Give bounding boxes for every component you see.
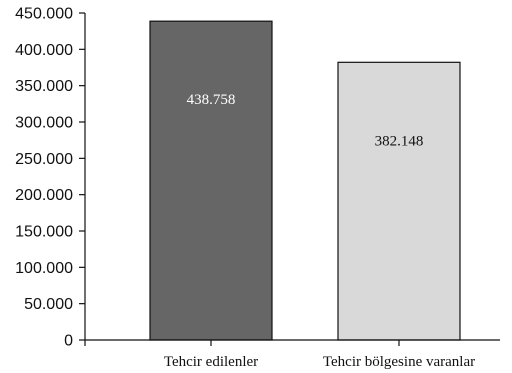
bar [337, 61, 461, 341]
y-tick-label: 250.000 [15, 151, 73, 168]
bars-group: 438.758 382.148 [149, 20, 461, 341]
y-tick-label: 50.000 [24, 296, 73, 313]
y-tick-label: 300.000 [15, 115, 73, 132]
y-tick-label: 400.000 [15, 42, 73, 59]
data-label: 438.758 [187, 92, 236, 108]
y-tick-label: 450.000 [15, 6, 73, 23]
y-tick-label: 100.000 [15, 260, 73, 277]
y-tick-label: 200.000 [15, 187, 73, 204]
data-label: 382.148 [375, 133, 424, 149]
bar [149, 20, 273, 341]
x-category-label: Tehcir edilenler [164, 354, 258, 370]
x-category-label: Tehcir bölgesine varanlar [323, 354, 475, 370]
y-tick-label: 350.000 [15, 78, 73, 95]
y-tick-label: 0 [64, 333, 73, 350]
x-axis: Tehcir edilenler Tehcir bölgesine varanla… [85, 339, 500, 370]
y-axis: 0 50.000 100.000 150.000 200.000 250.000 300.0… [15, 6, 86, 350]
y-tick-label: 150.000 [15, 224, 73, 241]
